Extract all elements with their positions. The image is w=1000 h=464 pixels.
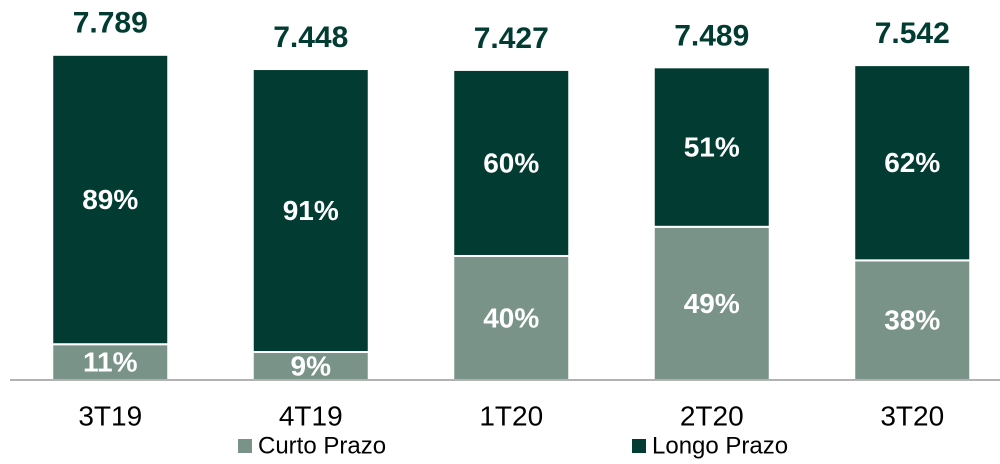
legend-label: Longo Prazo (652, 432, 788, 459)
x-tick-label: 1T20 (479, 400, 543, 431)
x-tick-label: 4T19 (279, 400, 343, 431)
bar-segment (251, 68, 370, 354)
data-label: 60% (483, 147, 539, 178)
bar-segment (853, 64, 972, 262)
legend-swatch (632, 439, 646, 453)
x-tick-label: 2T20 (680, 400, 744, 431)
data-label: 62% (884, 147, 940, 178)
legend-label: Curto Prazo (258, 432, 386, 459)
bar-segment (652, 66, 771, 228)
bar-segment (452, 68, 571, 257)
data-label: 9% (291, 350, 332, 381)
total-label: 7.789 (73, 7, 148, 40)
total-label: 7.489 (674, 19, 749, 52)
data-label: 11% (83, 347, 138, 378)
x-tick-label: 3T19 (78, 400, 142, 431)
data-label: 51% (684, 131, 740, 162)
legend-swatch (238, 439, 252, 453)
bar-segment (51, 53, 170, 346)
data-label: 49% (684, 288, 740, 319)
data-label: 89% (82, 184, 138, 215)
data-label: 38% (884, 305, 940, 336)
total-label: 7.427 (474, 22, 549, 55)
data-label: 91% (283, 195, 339, 226)
data-label: 40% (483, 302, 539, 333)
bar-segment (51, 343, 170, 381)
x-tick-label: 3T20 (880, 400, 944, 431)
total-label: 7.542 (875, 17, 950, 50)
total-label: 7.448 (273, 21, 348, 54)
